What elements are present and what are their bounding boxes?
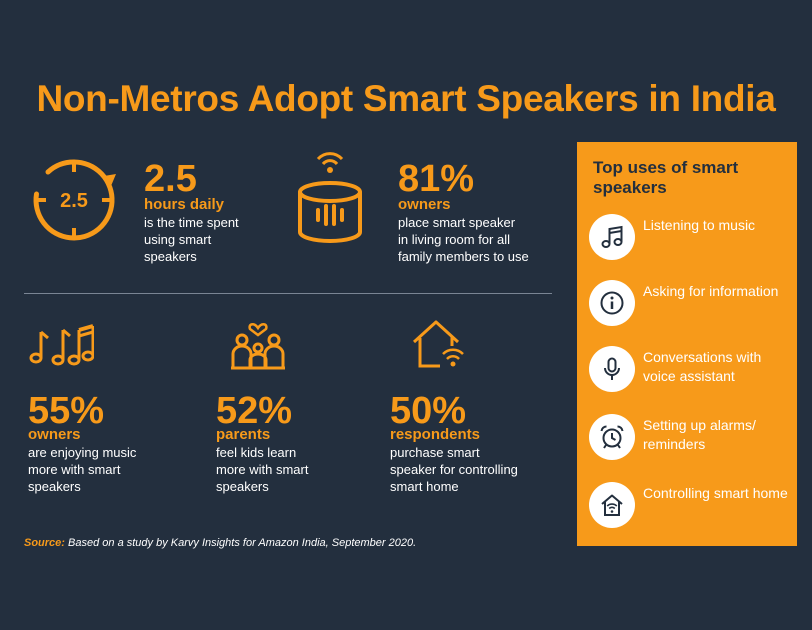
use-item-information: Asking for information <box>589 280 797 330</box>
stat-unit: owners <box>398 196 451 213</box>
stat-value: 50% <box>390 390 467 432</box>
use-label: Conversations with voice assistant <box>643 349 762 384</box>
stat-unit: parents <box>216 426 271 443</box>
alarm-clock-icon <box>600 425 624 449</box>
music-note-icon <box>601 225 623 248</box>
stat-unit: owners <box>28 426 81 443</box>
clock-icon-value: 2.5 <box>60 190 88 212</box>
use-label: Setting up alarms/ reminders <box>643 417 756 452</box>
family-icon <box>231 323 285 370</box>
stat-description: feel kids learn more with smart speakers <box>216 445 309 494</box>
smart-speaker-icon <box>298 152 362 243</box>
clock-cycle-icon: 2.5 <box>33 159 116 241</box>
use-item-smart-home: Controlling smart home <box>589 482 797 532</box>
stat-description: place smart speaker in living room for al… <box>398 215 529 264</box>
stat-description: is the time spent using smart speakers <box>144 215 239 264</box>
stat-description: are enjoying music more with smart speaker… <box>28 445 137 494</box>
use-item-alarms: Setting up alarms/ reminders <box>589 414 797 464</box>
source-text: Based on a study by Karvy Insights for A… <box>68 537 417 549</box>
source-label: Source: <box>24 537 65 549</box>
stat-value: 2.5 <box>144 158 197 200</box>
top-uses-panel: Top uses of smart speakers Listening to … <box>577 142 797 546</box>
info-icon <box>600 291 624 315</box>
divider <box>24 293 552 294</box>
source-note: Source: Based on a study by Karvy Insigh… <box>24 537 416 549</box>
use-label: Listening to music <box>643 217 756 233</box>
smart-home-icon <box>412 320 464 368</box>
stat-unit: hours daily <box>144 196 225 213</box>
stat-description: purchase smart speaker for controlling sma… <box>390 445 518 494</box>
home-wifi-icon <box>601 494 623 516</box>
use-label: Asking for information <box>643 283 779 299</box>
stat-value: 52% <box>216 390 293 432</box>
music-notes-icon <box>29 324 94 366</box>
stat-value: 55% <box>28 390 105 432</box>
use-item-voice-assistant: Conversations with voice assistant <box>589 346 797 396</box>
page-title: Non-Metros Adopt Smart Speakers in India <box>36 78 776 119</box>
stat-value: 81% <box>398 158 475 200</box>
microphone-icon <box>604 357 620 380</box>
stat-unit: respondents <box>390 426 481 443</box>
use-label: Controlling smart home <box>643 485 788 501</box>
use-item-music: Listening to music <box>589 214 797 264</box>
panel-title: Top uses of smart speakers <box>593 158 739 197</box>
